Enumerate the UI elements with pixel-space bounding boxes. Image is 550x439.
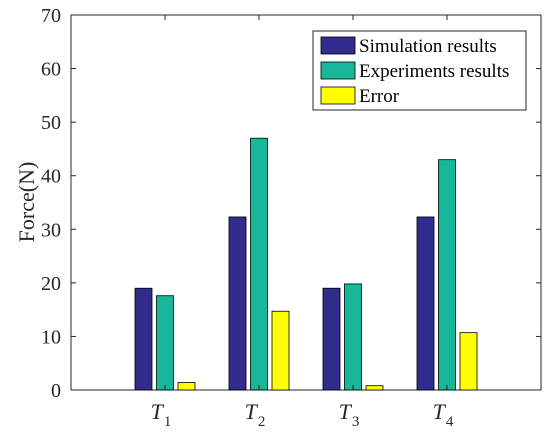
- y-tick-label: 70: [41, 5, 61, 27]
- y-tick-label: 60: [41, 59, 61, 81]
- bar-simulation-results: [228, 216, 247, 391]
- y-axis: 0 10 20 30 40 50 60 70: [41, 5, 541, 402]
- x-tick-label: T3: [339, 399, 360, 430]
- bar-simulation-results: [134, 287, 153, 391]
- bar-simulation-results: [416, 216, 435, 391]
- y-tick-label: 50: [41, 112, 61, 134]
- bar-error: [271, 310, 290, 391]
- legend-swatch: [320, 36, 356, 55]
- y-tick-label: 0: [51, 380, 61, 402]
- y-tick-label: 20: [41, 273, 61, 295]
- y-axis-label: Force(N): [14, 162, 39, 243]
- legend-swatch: [320, 61, 356, 80]
- y-tick-label: 30: [41, 219, 61, 241]
- x-tick-subscript: 3: [352, 414, 360, 430]
- bar-simulation-results: [322, 287, 341, 391]
- x-tick-label: T2: [245, 399, 266, 430]
- legend-label: Simulation results: [359, 36, 497, 57]
- x-tick-subscript: 4: [446, 414, 454, 430]
- y-tick-label: 40: [41, 166, 61, 188]
- x-tick-subscript: 2: [258, 414, 266, 430]
- bar-experiments-results: [344, 283, 362, 391]
- legend-swatch: [320, 86, 356, 105]
- x-tick-label: T1: [151, 399, 172, 430]
- x-tick-label: T4: [433, 399, 454, 430]
- bar-experiments-results: [156, 295, 174, 391]
- bar-error: [459, 332, 478, 391]
- legend-label: Error: [359, 86, 400, 107]
- bars: [134, 137, 478, 391]
- x-tick-subscript: 1: [164, 414, 172, 430]
- legend-label: Experiments results: [359, 61, 509, 82]
- legend: Simulation results Experiments results Err…: [312, 30, 527, 111]
- bar-experiments-results: [250, 137, 268, 391]
- y-tick-label: 10: [41, 326, 61, 348]
- bar-experiments-results: [438, 159, 456, 391]
- bar-error: [365, 385, 384, 391]
- bar-error: [177, 382, 196, 391]
